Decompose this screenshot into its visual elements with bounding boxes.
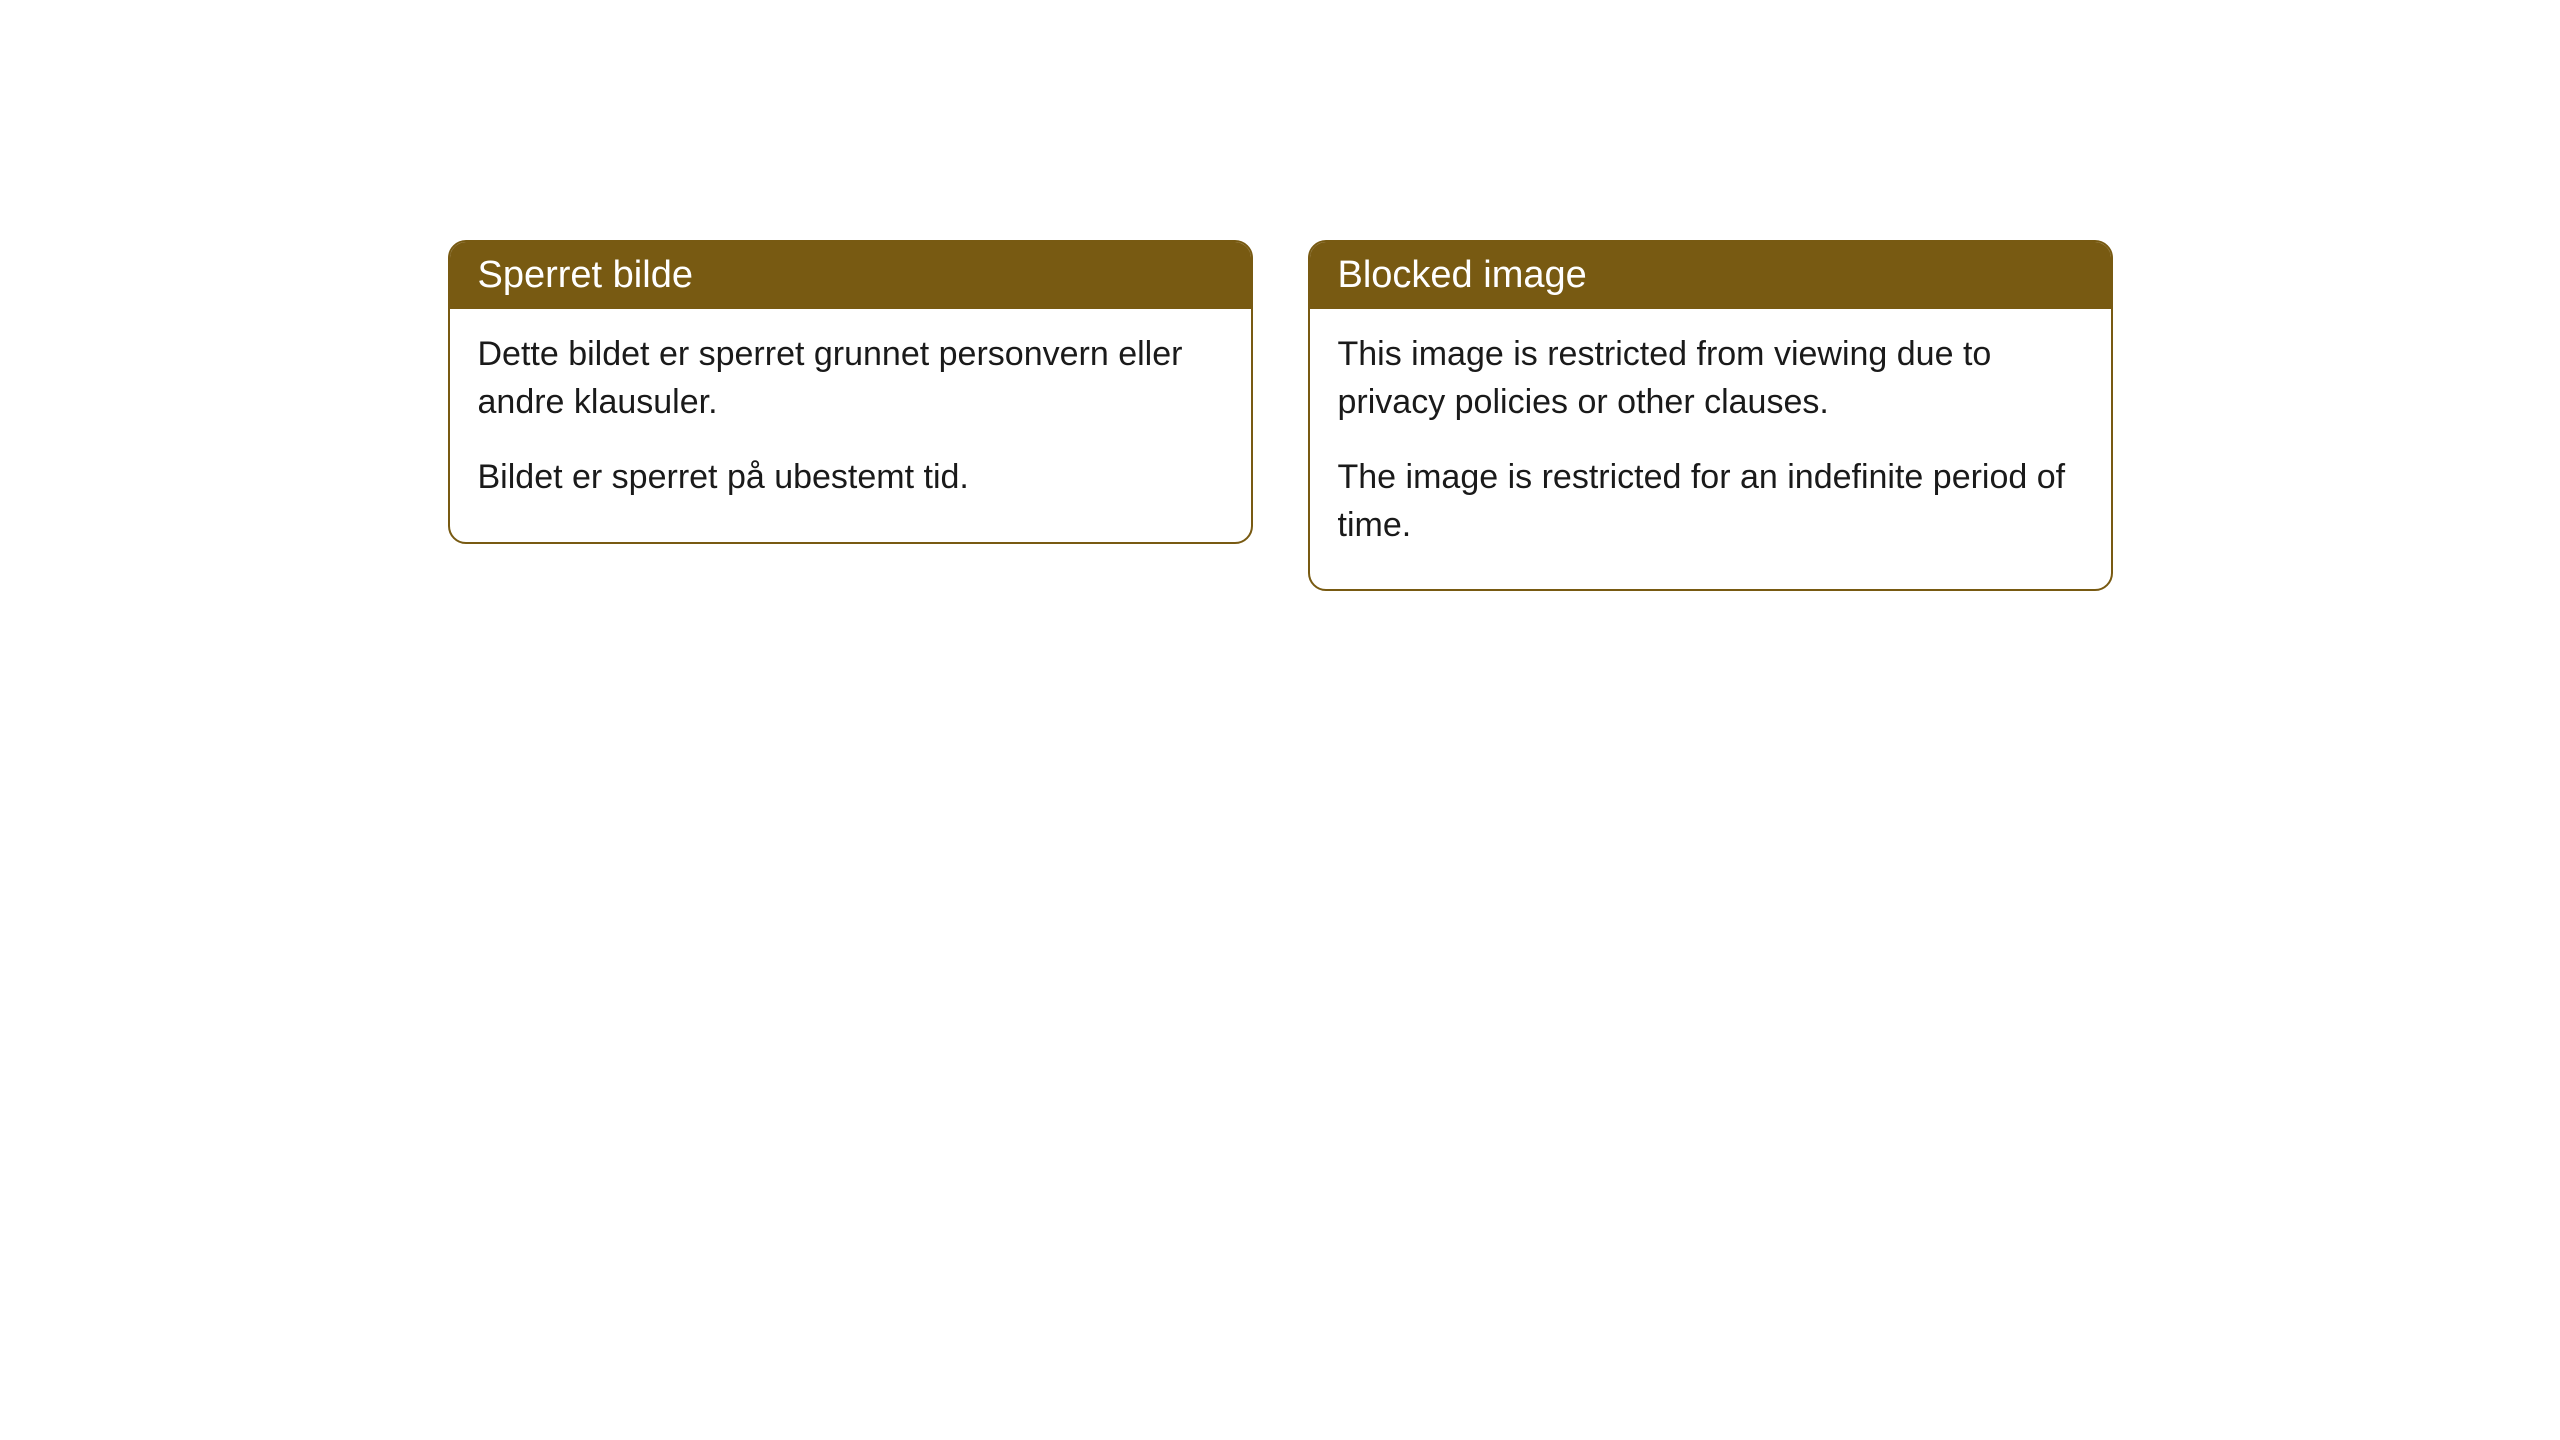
card-paragraph-1-english: This image is restricted from viewing du…	[1338, 331, 2083, 426]
card-body-norwegian: Dette bildet er sperret grunnet personve…	[450, 309, 1251, 542]
card-paragraph-1-norwegian: Dette bildet er sperret grunnet personve…	[478, 331, 1223, 426]
cards-container: Sperret bilde Dette bildet er sperret gr…	[448, 240, 2113, 1440]
card-paragraph-2-english: The image is restricted for an indefinit…	[1338, 454, 2083, 549]
card-paragraph-2-norwegian: Bildet er sperret på ubestemt tid.	[478, 454, 1223, 502]
blocked-image-card-english: Blocked image This image is restricted f…	[1308, 240, 2113, 591]
card-body-english: This image is restricted from viewing du…	[1310, 309, 2111, 589]
card-header-norwegian: Sperret bilde	[450, 242, 1251, 309]
blocked-image-card-norwegian: Sperret bilde Dette bildet er sperret gr…	[448, 240, 1253, 544]
card-header-english: Blocked image	[1310, 242, 2111, 309]
